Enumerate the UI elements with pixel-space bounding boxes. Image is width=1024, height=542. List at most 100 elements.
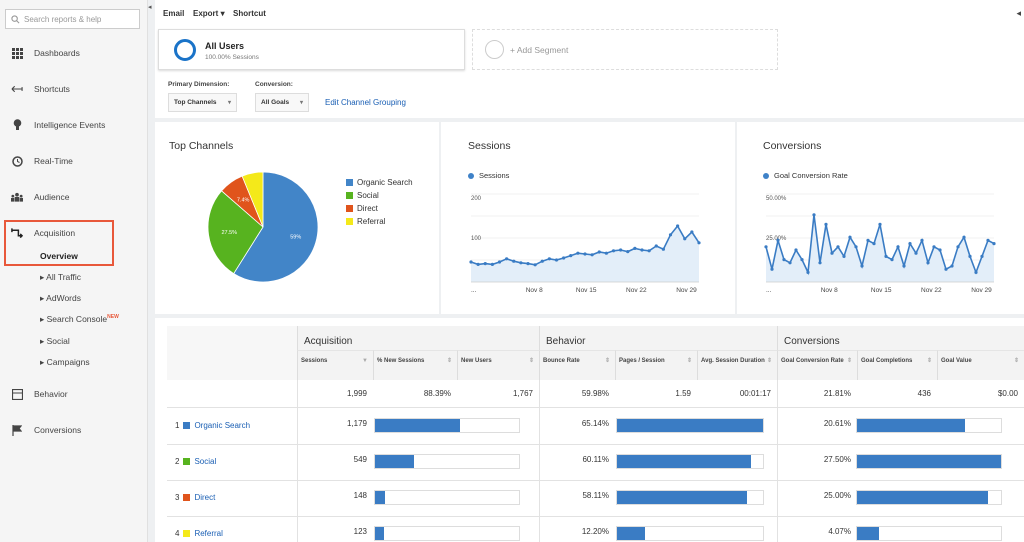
channel-link[interactable]: Direct [194,493,216,502]
data-point[interactable] [836,245,840,249]
data-point[interactable] [770,267,774,271]
data-point[interactable] [497,260,502,264]
table-row-label[interactable]: 3 Direct [175,493,215,502]
data-point[interactable] [986,238,990,242]
sidebar-subitem-overview[interactable]: Overview [40,251,78,261]
sort-icon[interactable]: ⇕ [446,358,452,364]
sort-icon[interactable]: ▼ [362,358,368,364]
data-point[interactable] [554,258,559,262]
column-header[interactable]: % New Sessions ⇕ [373,350,457,380]
add-segment-button[interactable]: + Add Segment [472,29,778,70]
export-button[interactable]: Export ▾ [193,9,225,18]
email-button[interactable]: Email [163,9,185,18]
sort-icon[interactable]: ⇕ [604,358,610,364]
data-point[interactable] [956,245,960,249]
data-point[interactable] [968,254,972,258]
sidebar-item-intelligence-events[interactable]: Intelligence Events [0,114,148,136]
data-point[interactable] [932,245,936,249]
sidebar-item-shortcuts[interactable]: Shortcuts [0,78,148,100]
sidebar-subitem-adwords[interactable]: ▸ AdWords [40,293,81,303]
data-point[interactable] [938,248,942,252]
data-point[interactable] [788,261,792,265]
data-point[interactable] [914,251,918,255]
data-point[interactable] [920,238,924,242]
data-point[interactable] [794,248,798,252]
data-point[interactable] [872,242,876,246]
sidebar-item-conversions[interactable]: Conversions [0,419,148,441]
data-point[interactable] [469,260,473,264]
sort-icon[interactable]: ⇕ [528,358,534,364]
column-header[interactable]: Goal Conversion Rate ⇕ [777,350,857,380]
data-point[interactable] [583,252,587,256]
sidebar-item-acquisition[interactable]: Acquisition [0,222,148,244]
data-point[interactable] [824,222,828,226]
data-point[interactable] [926,261,930,265]
data-point[interactable] [890,258,894,262]
table-row-label[interactable]: 1 Organic Search [175,421,250,430]
sort-icon[interactable]: ⇕ [686,358,692,364]
data-point[interactable] [764,245,768,249]
data-point[interactable] [878,222,882,226]
data-point[interactable] [654,244,658,248]
data-point[interactable] [950,264,954,268]
data-point[interactable] [854,245,858,249]
data-point[interactable] [908,242,912,246]
channel-link[interactable]: Social [194,457,217,466]
data-point[interactable] [830,251,834,255]
data-point[interactable] [866,238,870,242]
data-point[interactable] [690,230,694,234]
data-point[interactable] [676,224,680,228]
column-header[interactable]: Goal Value ⇕ [937,350,1024,380]
data-point[interactable] [818,261,822,265]
data-point[interactable] [668,233,673,237]
primary-dimension-dropdown[interactable]: Top Channels ▾ [168,93,237,112]
data-point[interactable] [519,261,523,265]
data-point[interactable] [633,246,637,250]
data-point[interactable] [569,254,573,258]
data-point[interactable] [562,256,566,260]
data-point[interactable] [597,250,601,254]
sidebar-subitem-social[interactable]: ▸ Social [40,336,70,346]
data-point[interactable] [800,258,804,262]
table-row-label[interactable]: 4 Referral [175,529,223,538]
data-point[interactable] [647,249,651,253]
data-point[interactable] [962,235,966,239]
sidebar-subitem-all-traffic[interactable]: ▸ All Traffic [40,272,81,282]
collapse-arrow-icon[interactable]: ◂ [1016,8,1021,18]
sidebar-item-real-time[interactable]: Real-Time [0,150,148,172]
sidebar-item-dashboards[interactable]: Dashboards [0,42,148,64]
data-point[interactable] [540,259,544,263]
data-point[interactable] [842,254,846,258]
data-point[interactable] [896,245,900,249]
data-point[interactable] [547,257,551,261]
sidebar-subitem-search-console[interactable]: ▸ Search ConsoleNEW [40,314,119,324]
column-header[interactable]: Sessions ▼ [297,350,373,380]
data-point[interactable] [806,270,810,274]
sidebar-item-behavior[interactable]: Behavior [0,383,148,405]
data-point[interactable] [640,248,644,252]
data-point[interactable] [683,237,687,241]
edit-channel-grouping-link[interactable]: Edit Channel Grouping [325,98,406,107]
data-point[interactable] [860,264,864,268]
sidebar-subitem-campaigns[interactable]: ▸ Campaigns [40,357,90,367]
data-point[interactable] [604,251,608,255]
shortcut-button[interactable]: Shortcut [233,9,266,18]
sort-icon[interactable]: ⇕ [926,358,932,364]
data-point[interactable] [902,264,906,268]
collapse-sidebar-icon[interactable]: ◂ [148,4,152,11]
sort-icon[interactable]: ⇕ [766,358,772,364]
sort-icon[interactable]: ⇕ [1013,358,1019,364]
column-header[interactable]: Pages / Session ⇕ [615,350,697,380]
data-point[interactable] [476,262,480,266]
channel-link[interactable]: Organic Search [194,421,251,430]
data-point[interactable] [848,235,852,239]
data-point[interactable] [992,242,996,246]
pie-slice-organic-search[interactable] [233,171,319,283]
data-point[interactable] [490,262,494,266]
data-point[interactable] [533,263,537,267]
data-point[interactable] [505,257,509,261]
column-header[interactable]: New Users ⇕ [457,350,539,380]
data-point[interactable] [483,262,487,266]
pie-slice-referral[interactable] [241,171,264,228]
data-point[interactable] [974,270,978,274]
